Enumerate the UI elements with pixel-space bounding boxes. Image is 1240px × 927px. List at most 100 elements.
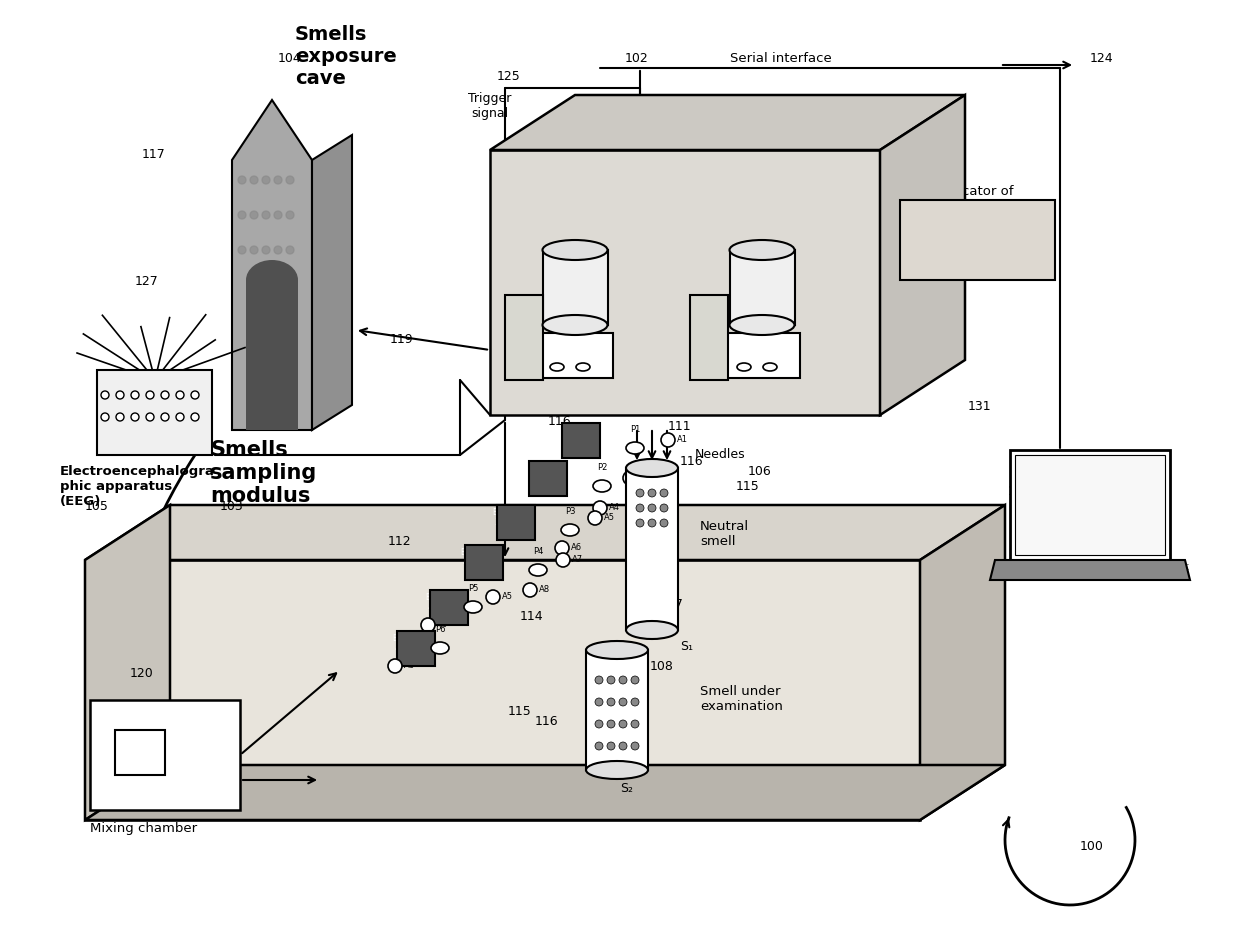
Ellipse shape xyxy=(529,564,547,576)
Text: A8: A8 xyxy=(539,585,551,594)
Text: 101: 101 xyxy=(1008,485,1032,498)
Circle shape xyxy=(595,676,603,684)
Ellipse shape xyxy=(543,315,608,335)
Circle shape xyxy=(660,489,668,497)
Circle shape xyxy=(250,176,258,184)
Text: Serial interface: Serial interface xyxy=(730,52,832,65)
Text: Digital indicator of
the olfactory
stimulation: Digital indicator of the olfactory stimu… xyxy=(890,185,1013,228)
Bar xyxy=(626,468,678,630)
Circle shape xyxy=(523,583,537,597)
Polygon shape xyxy=(86,505,1004,560)
Circle shape xyxy=(631,742,639,750)
Text: 128: 128 xyxy=(253,420,277,433)
Text: A4: A4 xyxy=(609,503,620,512)
Ellipse shape xyxy=(587,761,649,779)
Bar xyxy=(562,423,600,458)
Text: A6: A6 xyxy=(436,620,448,629)
Text: 105: 105 xyxy=(86,500,109,513)
Bar xyxy=(689,295,728,380)
Ellipse shape xyxy=(626,459,678,477)
Ellipse shape xyxy=(560,524,579,536)
Text: Mixing chamber: Mixing chamber xyxy=(91,822,197,835)
Ellipse shape xyxy=(763,363,777,371)
Bar xyxy=(430,590,467,625)
Text: 1 2 3 4 5 6 7: 1 2 3 4 5 6 7 xyxy=(100,375,148,384)
Circle shape xyxy=(649,504,656,512)
Circle shape xyxy=(131,413,139,421)
Text: 115: 115 xyxy=(737,480,760,493)
Circle shape xyxy=(100,391,109,399)
Text: 102: 102 xyxy=(625,52,649,65)
Text: Neutral
smell: Neutral smell xyxy=(701,520,749,548)
Ellipse shape xyxy=(737,363,751,371)
Circle shape xyxy=(262,176,270,184)
Text: A6: A6 xyxy=(404,661,415,670)
Text: Air
Micropump: Air Micropump xyxy=(549,275,600,295)
Text: A7: A7 xyxy=(572,555,583,564)
Circle shape xyxy=(632,461,647,475)
Text: 106: 106 xyxy=(748,465,771,478)
Circle shape xyxy=(608,698,615,706)
Text: A5: A5 xyxy=(502,592,513,601)
Text: 116: 116 xyxy=(548,415,572,428)
Text: 108: 108 xyxy=(650,660,673,673)
Circle shape xyxy=(238,246,246,254)
Bar xyxy=(900,200,1055,280)
Text: Trigger
signal: Trigger signal xyxy=(469,92,512,120)
Circle shape xyxy=(595,742,603,750)
Bar xyxy=(529,461,567,496)
Text: 118: 118 xyxy=(620,218,644,231)
Circle shape xyxy=(556,541,569,555)
Bar xyxy=(97,370,212,455)
Text: 111: 111 xyxy=(668,420,692,433)
Polygon shape xyxy=(86,765,1004,820)
Text: P3: P3 xyxy=(564,507,575,516)
Text: 130: 130 xyxy=(1042,545,1065,558)
Bar xyxy=(91,700,241,810)
Text: Software: Software xyxy=(1050,496,1130,514)
Circle shape xyxy=(608,720,615,728)
Bar xyxy=(397,631,435,666)
Circle shape xyxy=(117,413,124,421)
Text: 114: 114 xyxy=(520,610,543,623)
Text: 116: 116 xyxy=(534,715,559,728)
Circle shape xyxy=(238,176,246,184)
Text: M
F
C: M F C xyxy=(520,322,528,352)
Text: EV
4: EV 4 xyxy=(425,593,435,613)
Bar xyxy=(730,250,795,325)
Text: 133: 133 xyxy=(680,225,703,238)
Circle shape xyxy=(660,504,668,512)
Circle shape xyxy=(593,501,608,515)
Text: Smell under
examination: Smell under examination xyxy=(701,685,782,713)
Circle shape xyxy=(649,489,656,497)
Text: 104: 104 xyxy=(278,52,301,65)
Text: P4: P4 xyxy=(533,547,543,556)
Text: 117: 117 xyxy=(143,148,166,161)
Text: 120: 120 xyxy=(130,667,154,680)
Text: 121: 121 xyxy=(252,285,275,298)
Text: 125: 125 xyxy=(497,70,521,83)
Text: 110: 110 xyxy=(873,310,897,323)
Polygon shape xyxy=(86,560,920,820)
Bar xyxy=(725,333,800,378)
Text: EV
2: EV 2 xyxy=(525,464,534,483)
Bar xyxy=(587,650,649,770)
Text: A1: A1 xyxy=(677,435,688,444)
Text: P6: P6 xyxy=(435,625,445,634)
Ellipse shape xyxy=(587,641,649,659)
Circle shape xyxy=(250,211,258,219)
Circle shape xyxy=(619,720,627,728)
Bar xyxy=(497,505,534,540)
Bar xyxy=(1011,450,1171,560)
Circle shape xyxy=(556,553,570,567)
Text: EV
4: EV 4 xyxy=(392,634,402,654)
Circle shape xyxy=(191,413,198,421)
Circle shape xyxy=(619,742,627,750)
Circle shape xyxy=(631,676,639,684)
Bar xyxy=(1016,455,1166,555)
Bar xyxy=(465,545,503,580)
Circle shape xyxy=(422,618,435,632)
Circle shape xyxy=(176,413,184,421)
Text: 132: 132 xyxy=(785,340,808,353)
Circle shape xyxy=(161,413,169,421)
